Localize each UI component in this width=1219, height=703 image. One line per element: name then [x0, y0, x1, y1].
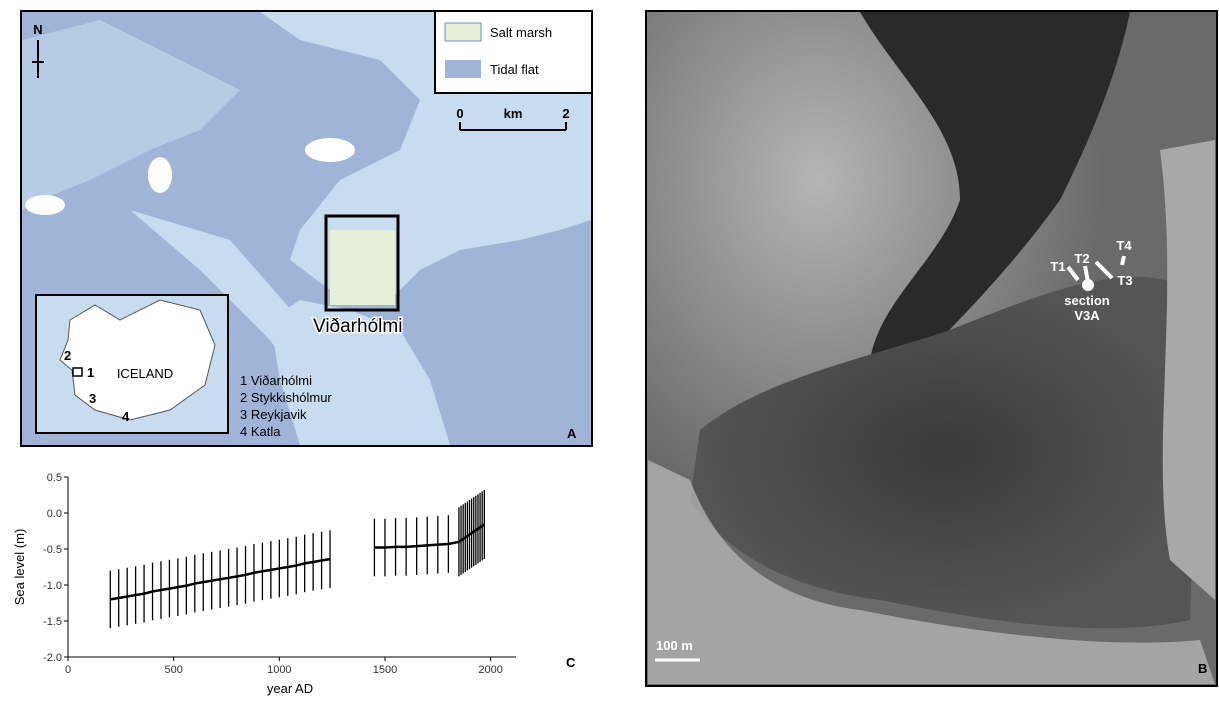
inset-number: 3 [89, 391, 96, 406]
site-list-item: 4 Katla [240, 424, 281, 439]
y-tick-label: 0.5 [47, 472, 62, 484]
site-label: Viðarhólmi [313, 316, 402, 337]
x-tick-label: 1500 [373, 664, 397, 676]
section-label: section [1064, 293, 1110, 308]
inset-number: 1 [87, 365, 94, 380]
north-label: N [33, 22, 42, 37]
x-tick-label: 1000 [267, 664, 291, 676]
x-tick-label: 500 [164, 664, 182, 676]
transect-label: T3 [1117, 273, 1132, 288]
site-list-item: 1 Viðarhólmi [240, 373, 312, 388]
x-tick-label: 2000 [478, 664, 502, 676]
y-axis-label: Sea level (m) [12, 529, 27, 606]
aerial-photo: T1 T2 T3 T4 section V3A 100 m B [646, 11, 1217, 686]
site-list-item: 2 Stykkishólmur [240, 390, 332, 405]
y-tick-label: -0.5 [43, 544, 62, 556]
figure: N Salt marsh Tidal flat 0 km 2 Viðarhólm… [0, 0, 1219, 698]
y-tick-label: -2.0 [43, 652, 62, 664]
panel-label: C [566, 655, 576, 670]
scale-label: 100 m [656, 638, 693, 653]
transect-label: T2 [1074, 251, 1089, 266]
section-label: V3A [1074, 308, 1100, 323]
scale-label: 0 [456, 106, 463, 121]
x-axis-label: year AD [267, 681, 313, 696]
scale-label: 2 [562, 106, 569, 121]
sea-level-chart: year AD Sea level (m) C -2.0 -1.5 -1.0 -0.5… [12, 472, 576, 696]
scale-label: km [504, 106, 523, 121]
y-tick-label: -1.5 [43, 616, 62, 628]
inset-title: ICELAND [117, 366, 173, 381]
transect-label: T1 [1050, 259, 1065, 274]
panel-label: B [1198, 661, 1207, 676]
transect-label: T4 [1116, 238, 1132, 253]
x-tick-label: 0 [65, 664, 71, 676]
inset-number: 4 [122, 409, 130, 424]
panel-label: A [567, 426, 577, 441]
legend-label: Salt marsh [490, 25, 552, 40]
y-tick-label: 0.0 [47, 508, 62, 520]
y-tick-label: -1.0 [43, 580, 62, 592]
legend-label: Tidal flat [490, 62, 539, 77]
inset-number: 2 [64, 348, 71, 363]
site-list-item: 3 Reykjavik [240, 407, 307, 422]
map: N Salt marsh Tidal flat 0 km 2 Viðarhólm… [21, 11, 592, 446]
